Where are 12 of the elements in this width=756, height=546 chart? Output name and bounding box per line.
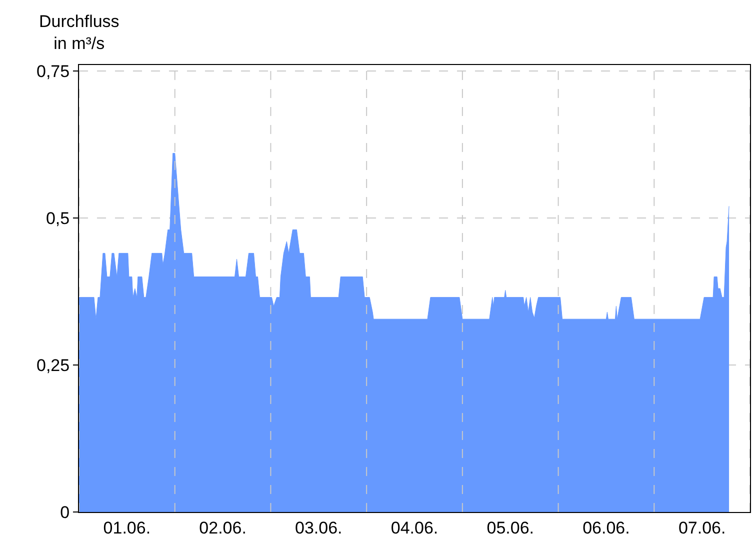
y-tick-label: 0	[60, 502, 70, 522]
y-tick-label: 0,75	[36, 62, 70, 81]
x-tick-label: 02.06.	[199, 518, 246, 538]
x-tick-label: 04.06.	[390, 518, 438, 538]
x-tick-label: 03.06.	[295, 518, 342, 538]
x-tick-label: 01.06.	[103, 518, 151, 538]
x-tick-label: 06.06.	[582, 518, 630, 538]
x-tick-label: 05.06.	[486, 518, 534, 538]
y-tick-label: 0,5	[46, 208, 70, 228]
x-tick-label: 07.06.	[678, 518, 726, 538]
y-axis-title: Durchfluss in m³/s	[39, 12, 120, 54]
y-tick-label: 0,25	[36, 356, 70, 375]
